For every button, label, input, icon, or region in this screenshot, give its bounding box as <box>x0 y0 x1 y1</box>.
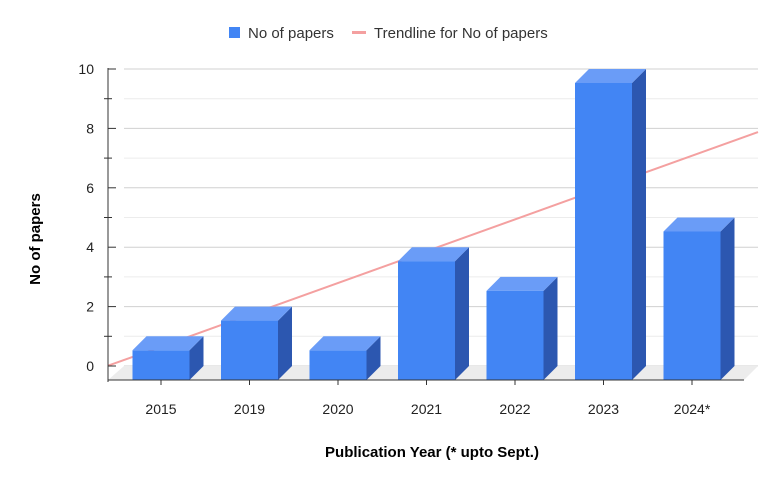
bar-side <box>720 217 735 380</box>
bar-top <box>221 306 292 321</box>
x-tick-label: 2024* <box>674 401 711 417</box>
bar-side <box>278 306 292 380</box>
x-tick-label: 2021 <box>411 401 442 417</box>
legend-label-trendline: Trendline for No of papers <box>374 25 548 42</box>
legend-swatch-trendline <box>352 31 366 34</box>
bar-top <box>132 336 204 351</box>
bar <box>132 336 204 380</box>
bar-top <box>486 276 558 291</box>
x-tick-label: 2015 <box>145 401 176 417</box>
bar-side <box>189 336 204 380</box>
x-tick-label: 2019 <box>234 401 265 417</box>
bar <box>663 217 735 380</box>
y-tick-label: 6 <box>86 180 94 196</box>
bar-front <box>398 261 455 380</box>
legend-label-bars: No of papers <box>248 25 334 42</box>
bar-side <box>632 69 646 380</box>
bar-front <box>663 231 721 380</box>
bar <box>221 306 292 380</box>
x-tick-label: 2023 <box>588 401 619 417</box>
x-tick-label: 2020 <box>322 401 353 417</box>
legend: No of papers Trendline for No of papers <box>229 25 548 42</box>
y-tick-label: 4 <box>86 239 94 255</box>
bar-top <box>575 69 646 83</box>
y-tick-label: 8 <box>86 120 94 136</box>
x-tick-label: 2022 <box>499 401 530 417</box>
bar-front <box>221 320 278 380</box>
bar-side <box>455 247 469 380</box>
legend-swatch-bars <box>229 27 240 38</box>
bar-side <box>366 336 381 380</box>
y-tick-label: 2 <box>86 299 94 315</box>
bar <box>575 69 646 380</box>
bar <box>309 336 381 380</box>
bar-top <box>663 217 735 232</box>
y-tick-label: 0 <box>86 358 94 374</box>
bar-front <box>132 350 190 380</box>
bar <box>398 247 469 380</box>
x-axis-title: Publication Year (* upto Sept.) <box>325 444 539 461</box>
bar-top <box>309 336 381 351</box>
bar-front <box>575 83 632 380</box>
bar-side <box>543 276 558 380</box>
bar <box>486 276 558 380</box>
y-tick-label: 10 <box>78 61 94 77</box>
bar-front <box>309 350 367 380</box>
bar-front <box>486 290 544 380</box>
bar-top <box>398 247 469 262</box>
y-axis-title: No of papers <box>27 193 44 285</box>
